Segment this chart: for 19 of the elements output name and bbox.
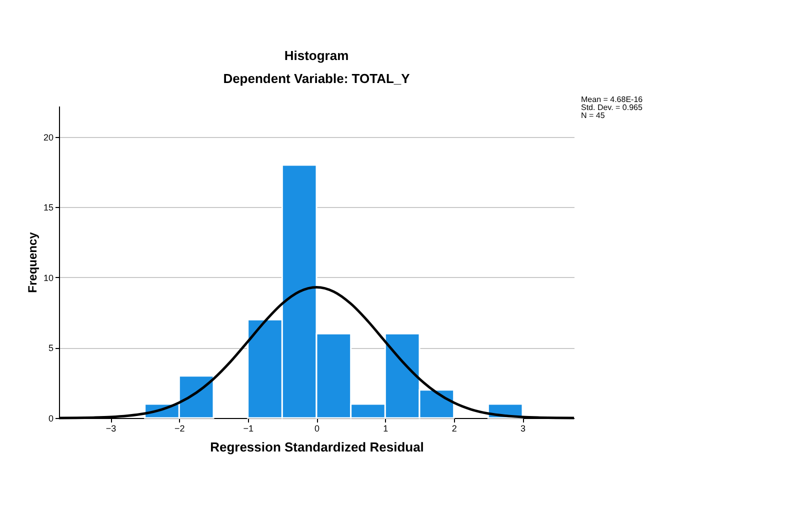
x-tick-label: 3 xyxy=(520,424,526,434)
x-tick-label: −1 xyxy=(243,424,254,434)
x-axis-title: Regression Standardized Residual xyxy=(210,440,424,454)
chart-title: Histogram xyxy=(284,48,349,63)
y-tick-label: 0 xyxy=(48,414,54,424)
y-axis-title: Frequency xyxy=(25,232,40,293)
x-tick-label: 0 xyxy=(314,424,320,434)
y-tick-label: 10 xyxy=(43,272,54,283)
y-tick-label: 15 xyxy=(43,202,54,213)
x-tick-label: 1 xyxy=(383,424,388,434)
text: Mean = 4.68E-16 xyxy=(581,95,644,104)
x-tick-label: −3 xyxy=(106,424,116,434)
text: Std. Dev. = 0.965 xyxy=(581,103,643,112)
text: N = 45 xyxy=(581,111,606,120)
x-tick-label: −2 xyxy=(174,424,185,434)
chart-subtitle: Dependent Variable: TOTAL_Y xyxy=(223,71,410,86)
x-tick-label: 2 xyxy=(452,424,457,434)
y-tick-label: 20 xyxy=(43,132,54,142)
y-tick-label: 5 xyxy=(48,343,54,354)
